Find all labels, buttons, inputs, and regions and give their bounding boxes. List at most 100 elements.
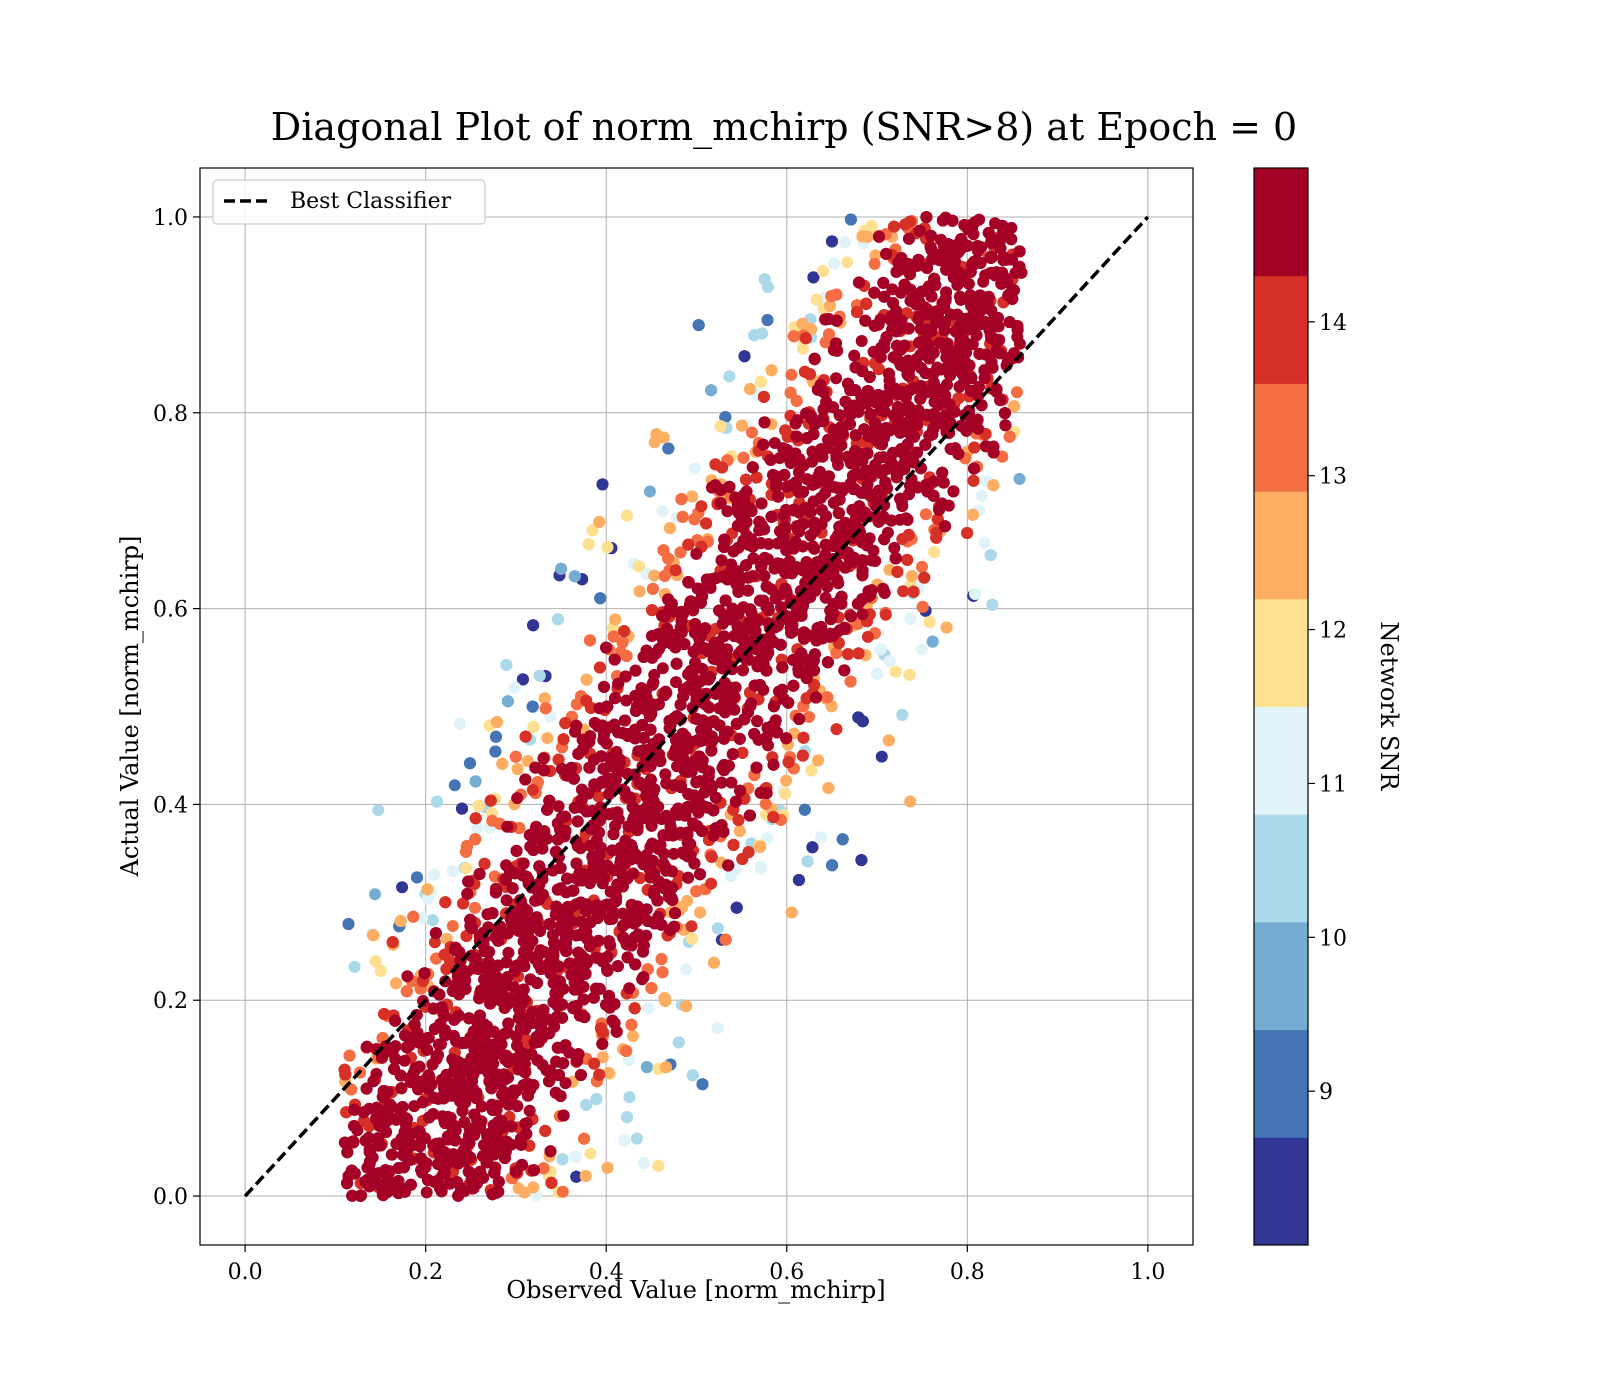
- scatter-point: [570, 1170, 583, 1183]
- scatter-point: [590, 1093, 603, 1105]
- scatter-point: [714, 420, 727, 433]
- scatter-point: [578, 1132, 591, 1145]
- scatter-point: [860, 297, 873, 310]
- scatter-point: [868, 257, 881, 270]
- scatter-point: [767, 700, 780, 713]
- scatter-point: [686, 490, 699, 503]
- scatter-point: [588, 1057, 601, 1070]
- scatter-point: [593, 516, 606, 528]
- scatter-point: [851, 306, 863, 318]
- scatter-point: [662, 442, 675, 455]
- scatter-point: [830, 647, 843, 659]
- scatter-point: [733, 732, 746, 745]
- scatter-point: [707, 956, 720, 969]
- scatter-point: [792, 874, 805, 886]
- scatter-point: [527, 619, 540, 632]
- scatter-point: [896, 533, 909, 545]
- scatter-point: [700, 517, 713, 530]
- scatter-point: [711, 922, 724, 935]
- scatter-point: [623, 1054, 636, 1067]
- scatter-point: [580, 673, 593, 686]
- scatter-point: [342, 918, 355, 930]
- scatter-point: [888, 541, 901, 554]
- scatter-point: [538, 692, 551, 705]
- scatter-point: [378, 1008, 391, 1020]
- scatter-point: [674, 546, 687, 559]
- scatter-point: [761, 314, 774, 326]
- scatter-point: [969, 587, 982, 600]
- scatter-point: [986, 598, 999, 611]
- scatter-point: [778, 787, 791, 800]
- scatter-point: [526, 700, 539, 713]
- scatter-point: [655, 953, 668, 966]
- scatter-point: [754, 840, 767, 853]
- scatter-point: [596, 1051, 609, 1064]
- scatter-point: [611, 960, 624, 973]
- scatter-point: [478, 945, 491, 958]
- scatter-point: [518, 1186, 531, 1199]
- scatter-point: [628, 1002, 641, 1015]
- scatter-point: [460, 862, 473, 875]
- scatter-point: [601, 541, 614, 554]
- scatter-point: [926, 635, 939, 648]
- chart-title: Diagonal Plot of norm_mchirp (SNR>8) at …: [271, 105, 1297, 150]
- scatter-point: [339, 1068, 352, 1081]
- scatter-point: [469, 833, 482, 846]
- scatter-point: [915, 643, 928, 656]
- scatter-point: [975, 489, 988, 502]
- scatter-point: [559, 717, 572, 730]
- scatter-point: [878, 405, 891, 418]
- scatter-point: [891, 565, 904, 578]
- scatter-point: [580, 1098, 593, 1111]
- scatter-point: [656, 966, 669, 979]
- scatter-point: [633, 560, 645, 573]
- scatter-point: [767, 811, 780, 824]
- scatter-point: [807, 518, 820, 530]
- scatter-point: [637, 1157, 650, 1169]
- scatter-point: [796, 749, 809, 762]
- scatter-point: [584, 916, 597, 929]
- scatter-point: [645, 982, 658, 995]
- scatter-point: [821, 691, 834, 704]
- scatter-point: [756, 327, 768, 340]
- scatter-point: [369, 888, 381, 901]
- scatter-point: [882, 734, 895, 747]
- scatter-point: [727, 838, 740, 851]
- scatter-point: [656, 505, 669, 517]
- scatter-point: [761, 281, 774, 293]
- scatter-point: [785, 906, 798, 919]
- scatter-point: [755, 497, 768, 510]
- scatter-point: [543, 1075, 555, 1088]
- scatter-point: [875, 750, 888, 763]
- scatter-point: [765, 364, 778, 377]
- scatter-point: [1003, 430, 1016, 443]
- scatter-point: [696, 1078, 709, 1091]
- scatter-point: [736, 853, 749, 865]
- scatter-point: [940, 621, 953, 634]
- scatter-point: [828, 257, 840, 270]
- scatter-point: [348, 1120, 361, 1132]
- scatter-point: [930, 531, 943, 544]
- scatter-point: [496, 757, 509, 770]
- scatter-point: [421, 883, 434, 896]
- scatter-point: [694, 906, 707, 919]
- scatter-point: [782, 756, 795, 769]
- scatter-point: [904, 612, 917, 625]
- scatter-point: [394, 915, 407, 927]
- scatter-point: [454, 717, 466, 730]
- scatter-point: [871, 667, 884, 680]
- scatter-point: [446, 920, 459, 932]
- scatter-point: [643, 485, 656, 498]
- scatter-point: [825, 700, 838, 713]
- scatter-point: [618, 625, 631, 638]
- scatter-point: [586, 524, 599, 537]
- scatter-point: [967, 474, 980, 487]
- scatter-point: [841, 256, 854, 269]
- scatter-point: [787, 679, 800, 692]
- scatter-point: [733, 825, 746, 837]
- scatter-point: [593, 661, 606, 674]
- scatter-point: [824, 299, 836, 312]
- scatter-point: [746, 426, 758, 439]
- scatter-point: [798, 803, 811, 816]
